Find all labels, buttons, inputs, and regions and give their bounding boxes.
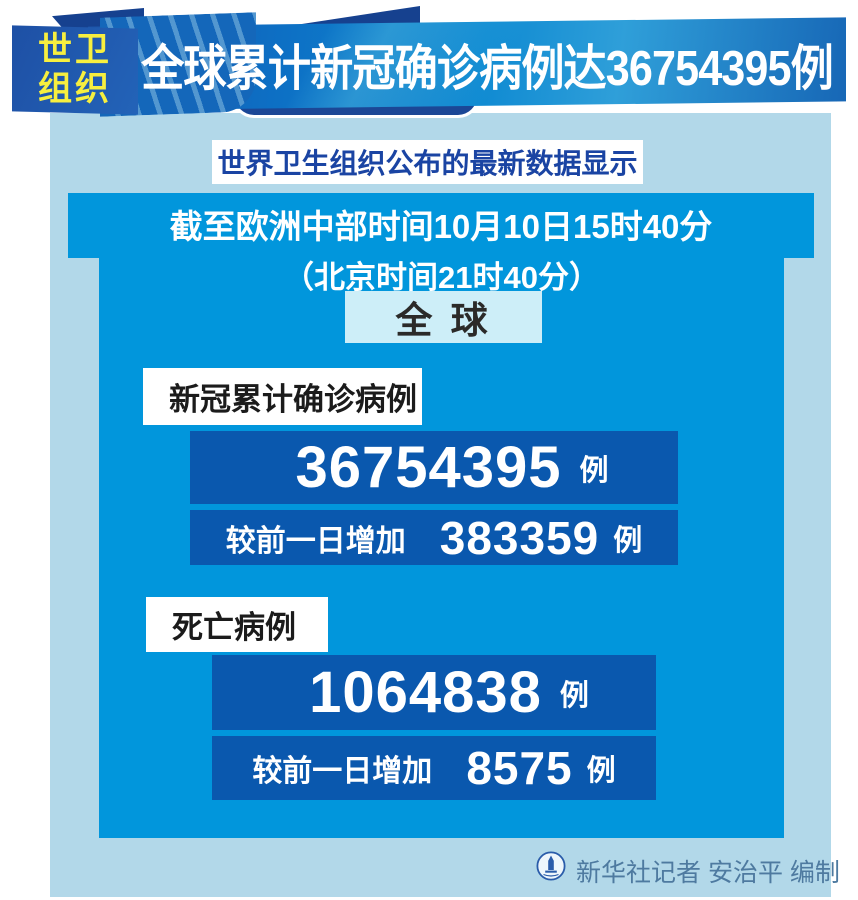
confirmed-delta-value: 383359 <box>439 511 600 564</box>
deaths-total-value: 1064838 <box>309 660 542 725</box>
confirmed-delta-unit: 例 <box>613 524 643 557</box>
deaths-total-box: 1064838 例 <box>212 655 656 730</box>
confirmed-delta-box: 较前一日增加 383359 例 <box>190 510 678 565</box>
timestamp-line2: （北京时间21时40分） <box>283 259 600 295</box>
who-badge: 世卫 组织 <box>16 30 134 110</box>
deaths-delta-box: 较前一日增加 8575 例 <box>212 736 656 800</box>
scope-box: 全 球 <box>345 291 542 343</box>
timestamp-line1: 截至欧洲中部时间10月10日15时40分 <box>169 208 713 245</box>
confirmed-total-unit: 例 <box>579 454 609 487</box>
source-note-box: 世界卫生组织公布的最新数据显示 <box>212 140 643 184</box>
confirmed-section-label: 新冠累计确诊病例 <box>143 368 422 425</box>
confirmed-total-value: 36754395 <box>295 435 562 500</box>
who-badge-line2: 组织 <box>38 70 112 108</box>
page-title: 全球累计新冠确诊病例达36754395例 <box>141 41 834 96</box>
credit-text: 新华社记者 安治平 编制 <box>576 859 840 887</box>
deaths-delta-unit: 例 <box>586 755 616 787</box>
source-note-text: 世界卫生组织公布的最新数据显示 <box>217 148 638 179</box>
who-badge-line1: 世卫 <box>38 31 112 70</box>
report-panel-top-band <box>68 193 814 258</box>
deaths-delta-label: 较前一日增加 <box>252 755 433 788</box>
header-ribbon: 世卫 组织 全球累计新冠确诊病例达36754395例 <box>0 0 858 126</box>
deaths-total-unit: 例 <box>559 679 589 712</box>
confirmed-total-box: 36754395 例 <box>190 431 678 504</box>
confirmed-delta-label: 较前一日增加 <box>225 524 406 558</box>
deaths-delta-value: 8575 <box>466 742 573 794</box>
xinhua-emblem-icon <box>536 851 566 881</box>
scope-label: 全 球 <box>395 300 492 341</box>
deaths-section-label: 死亡病例 <box>146 597 328 652</box>
